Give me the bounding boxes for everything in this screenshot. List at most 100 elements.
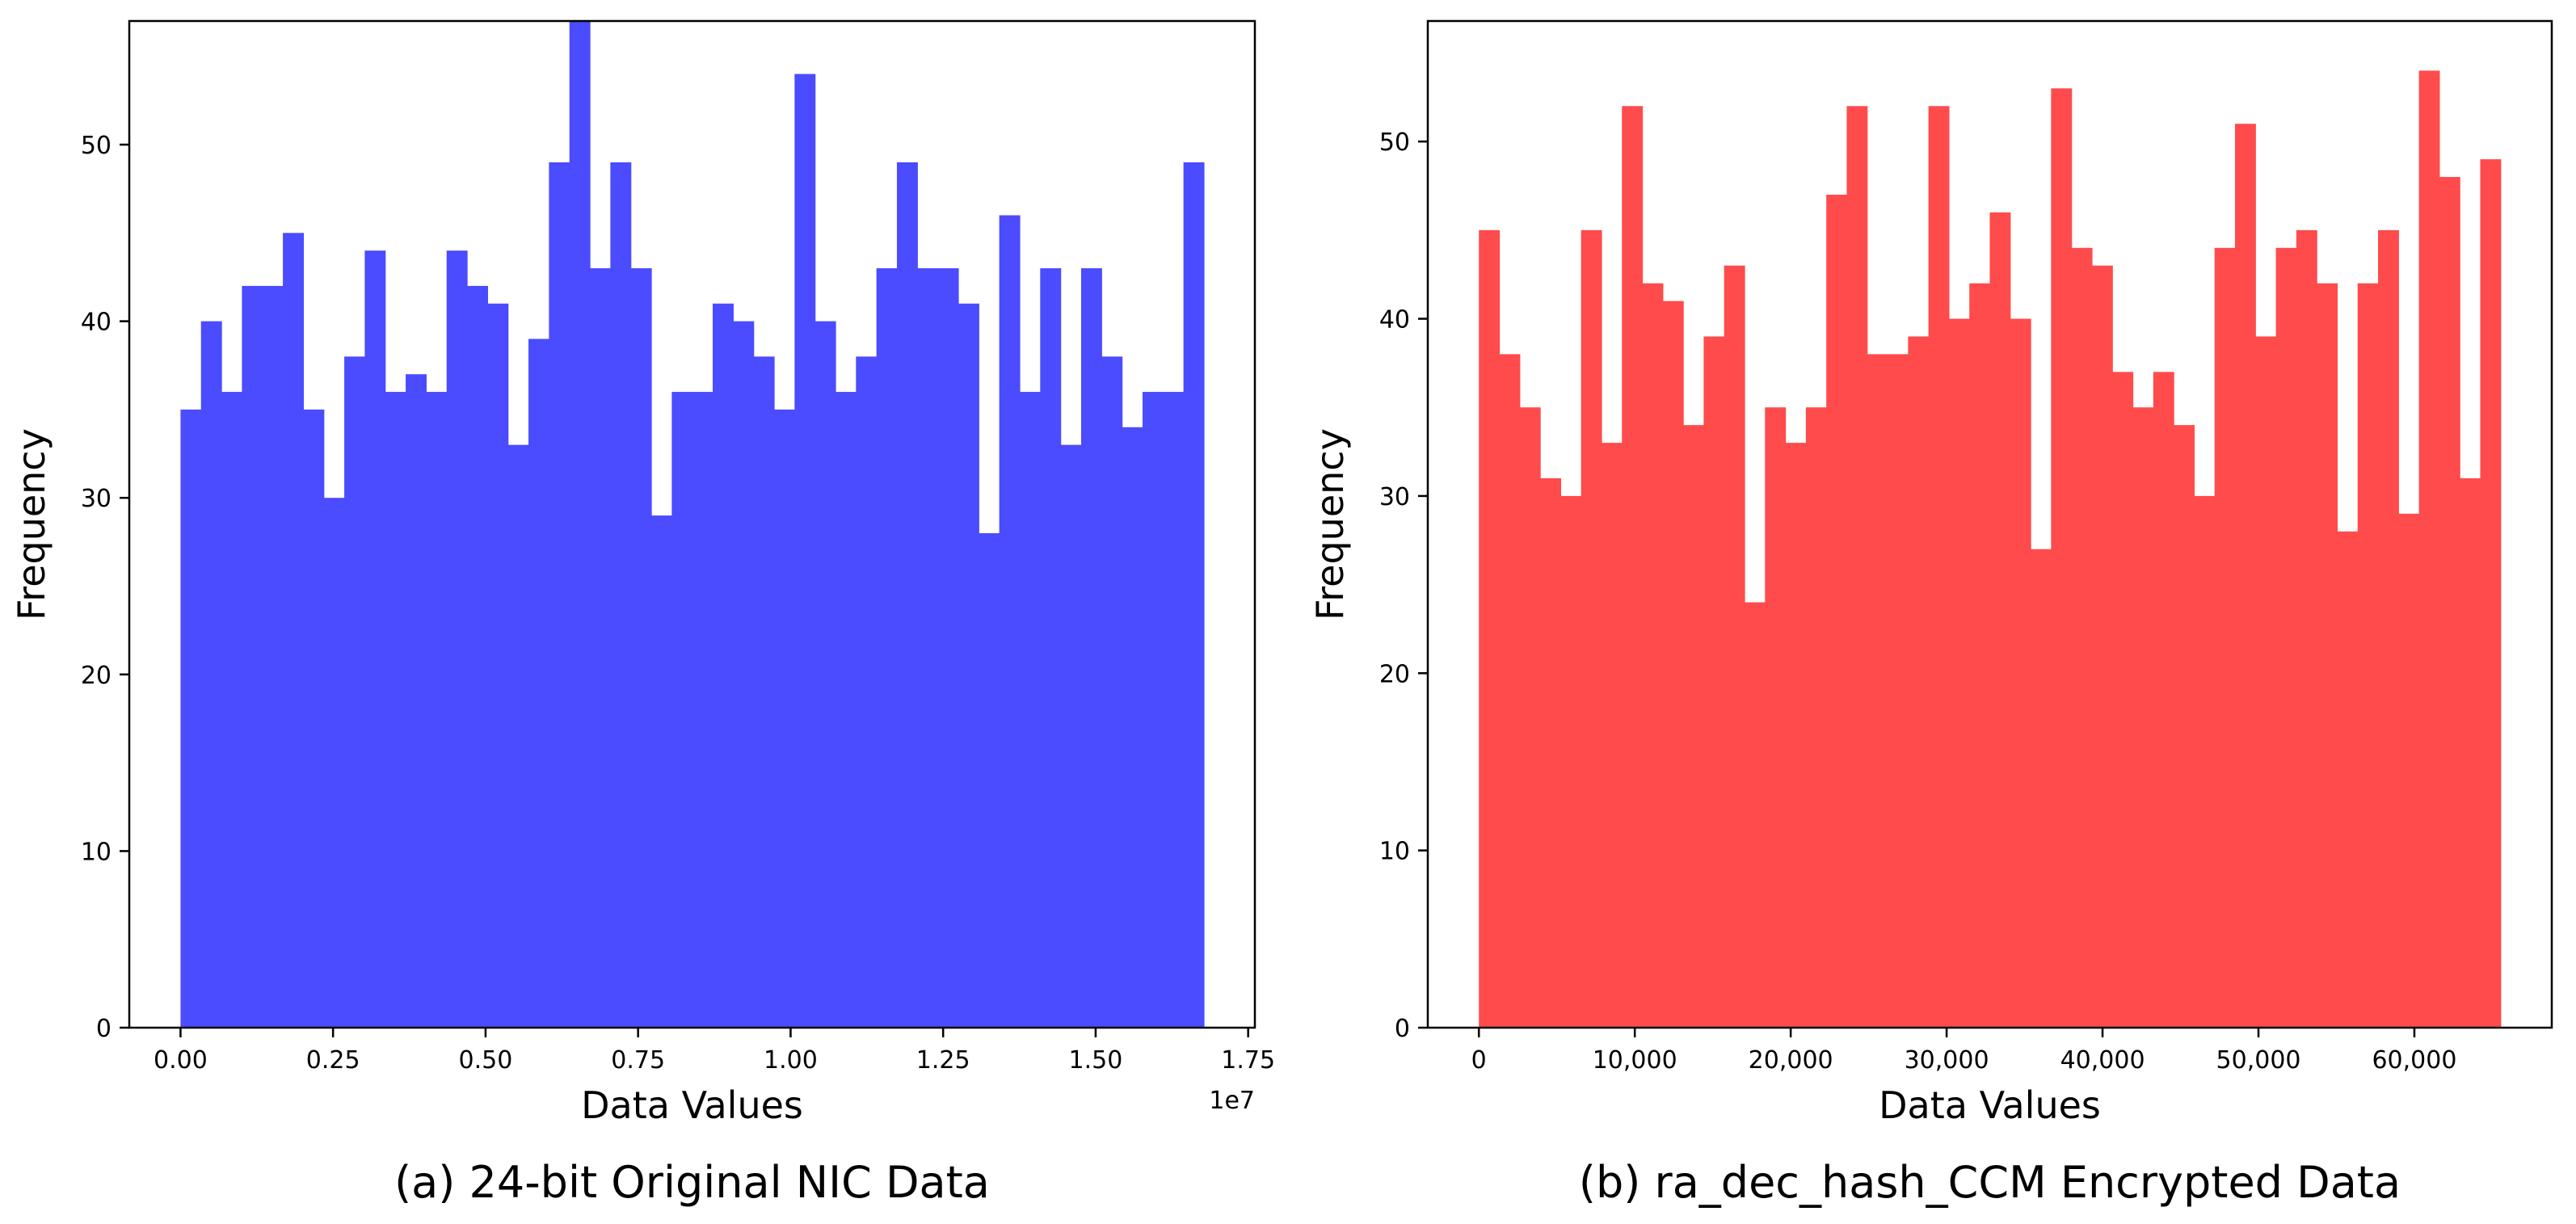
panel-b-bar xyxy=(1703,336,1725,1028)
panel-b-bar xyxy=(2194,495,2216,1028)
panel-a-bar xyxy=(262,285,284,1028)
panel-a-bar xyxy=(446,250,468,1028)
panel-a-bar xyxy=(344,356,365,1028)
panel-a-bar xyxy=(467,285,488,1028)
panel-a-y-tick-label: 20 xyxy=(81,662,112,690)
panel-a-bar xyxy=(507,444,529,1028)
panel-a-axes-frame xyxy=(128,19,1256,1029)
panel-b-y-ticks: 0 10 20 30 40 50 xyxy=(1379,128,1428,1043)
panel-a-x-tick-label: 1.00 xyxy=(764,1046,818,1075)
panel-b-x-label: Data Values xyxy=(1879,1083,2101,1127)
panel-b-bar xyxy=(1805,407,1827,1028)
panel-a-bar xyxy=(242,285,263,1028)
panel-a-bar xyxy=(630,268,652,1028)
panel-a-x-tick-label: 1.50 xyxy=(1069,1046,1123,1075)
panel-a-bar xyxy=(856,356,878,1028)
panel-b-y-tick-label: 20 xyxy=(1379,660,1410,688)
panel-b-bar xyxy=(2460,477,2481,1028)
panel-b-bar xyxy=(1724,265,1745,1028)
panel-b-bar xyxy=(1785,443,1807,1028)
panel-b-bar xyxy=(2357,283,2379,1028)
panel-a-bar xyxy=(406,374,427,1028)
panel-a-bar xyxy=(426,392,448,1028)
panel-a-bar xyxy=(1101,356,1123,1028)
panel-b-y-label: Frequency xyxy=(1308,428,1352,620)
panel-a-bar xyxy=(692,392,713,1028)
panel-b-bar xyxy=(1908,336,1930,1028)
panel-b-y-tick-label: 10 xyxy=(1379,838,1410,866)
panel-b-bar xyxy=(1560,495,1582,1028)
panel-b-bars xyxy=(1479,70,2502,1028)
panel-a-bar xyxy=(283,233,305,1028)
panel-b-bar xyxy=(1989,212,2011,1028)
panel-b-bar xyxy=(2398,513,2420,1028)
panel-a-bar xyxy=(549,162,570,1028)
panel-a-bar xyxy=(610,162,632,1028)
panel-b-bar xyxy=(1581,229,1602,1028)
panel-a-bar xyxy=(1080,268,1102,1028)
panel-a-bar xyxy=(651,515,672,1028)
panel-b-bar xyxy=(1765,407,1787,1028)
panel-a-bar xyxy=(1040,268,1062,1028)
panel-a-bar xyxy=(528,339,549,1028)
panel-a-bar xyxy=(590,268,611,1028)
panel-b-x-tick-label: 20,000 xyxy=(1749,1046,1833,1075)
panel-a-bar xyxy=(733,321,755,1028)
panel-b-bar xyxy=(1745,602,1766,1028)
panel-b-bar xyxy=(2296,229,2317,1028)
panel-b-bar xyxy=(2010,318,2031,1028)
panel-b-bar xyxy=(1683,425,1705,1028)
panel-b-bar xyxy=(2174,425,2195,1028)
panel-a-x-tick-label: 1.25 xyxy=(916,1046,970,1075)
panel-a-bar xyxy=(713,303,734,1028)
panel-b-bar xyxy=(2091,265,2113,1028)
panel-b-x-ticks: 0 10,000 20,000 30,000 40,000 50,000 60,000 xyxy=(1471,1028,2456,1075)
panel-b-bar xyxy=(1969,283,1991,1028)
panel-a-y-tick-label: 0 xyxy=(96,1015,112,1043)
panel-b-x-tick-label: 50,000 xyxy=(2216,1046,2301,1075)
panel-a-bar xyxy=(385,392,406,1028)
panel-b-bar xyxy=(1826,194,1848,1028)
panel-a-bar xyxy=(876,268,898,1028)
panel-b-x-tick-label: 60,000 xyxy=(2372,1046,2456,1075)
panel-b-bar xyxy=(1928,106,1950,1028)
panel-a-caption: (a) 24-bit Original NIC Data xyxy=(394,1157,990,1208)
panel-a-y-tick-label: 10 xyxy=(81,838,112,866)
panel-a-bar xyxy=(1183,162,1205,1028)
panel-a-bar xyxy=(180,409,202,1028)
panel-b-bar xyxy=(2132,407,2154,1028)
panel-b-bar xyxy=(1948,318,1970,1028)
panel-a-bar xyxy=(200,321,222,1028)
panel-b-bar xyxy=(2234,124,2256,1028)
panel-b-bar xyxy=(1622,106,1644,1028)
panel-b-bar xyxy=(1867,354,1888,1028)
panel-a-bar xyxy=(958,303,979,1028)
panel-b-bar xyxy=(1601,443,1623,1028)
panel-b-bar xyxy=(2317,283,2338,1028)
panel-b-caption: (b) ra_dec_hash_CCM Encrypted Data xyxy=(1579,1157,2401,1208)
panel-b-y-tick-label: 50 xyxy=(1379,128,1410,157)
panel-a-bar xyxy=(937,268,959,1028)
panel-a-x-offset-label: 1e7 xyxy=(1209,1087,1255,1115)
panel-b-bar xyxy=(1479,229,1501,1028)
panel-a-bar xyxy=(1122,427,1143,1028)
panel-b-bar xyxy=(2153,372,2174,1028)
panel-b-y-tick-label: 40 xyxy=(1379,306,1410,334)
panel-b-bar xyxy=(2275,247,2297,1028)
panel-a-y-tick-label: 40 xyxy=(81,309,112,337)
panel-b-bar xyxy=(1642,283,1664,1028)
panel-b-bar xyxy=(1540,477,1561,1028)
panel-b-x-tick-label: 10,000 xyxy=(1593,1046,1677,1075)
panel-b-bar xyxy=(1888,354,1909,1028)
panel-a-bar xyxy=(999,215,1021,1028)
panel-b-bar xyxy=(2214,247,2236,1028)
panel-a-bar xyxy=(979,532,1000,1028)
panel-a-bar xyxy=(1019,392,1041,1028)
panel-b-bar xyxy=(2439,177,2460,1028)
panel-a-x-ticks: 0.00 0.25 0.50 0.75 1.00 1.25 1.50 1.75 xyxy=(154,1028,1275,1075)
panel-b-x-tick-label: 0 xyxy=(1471,1046,1487,1075)
panel-a-bar xyxy=(364,250,386,1028)
panel-b-bar xyxy=(2031,549,2052,1028)
panel-a-bar xyxy=(774,409,795,1028)
